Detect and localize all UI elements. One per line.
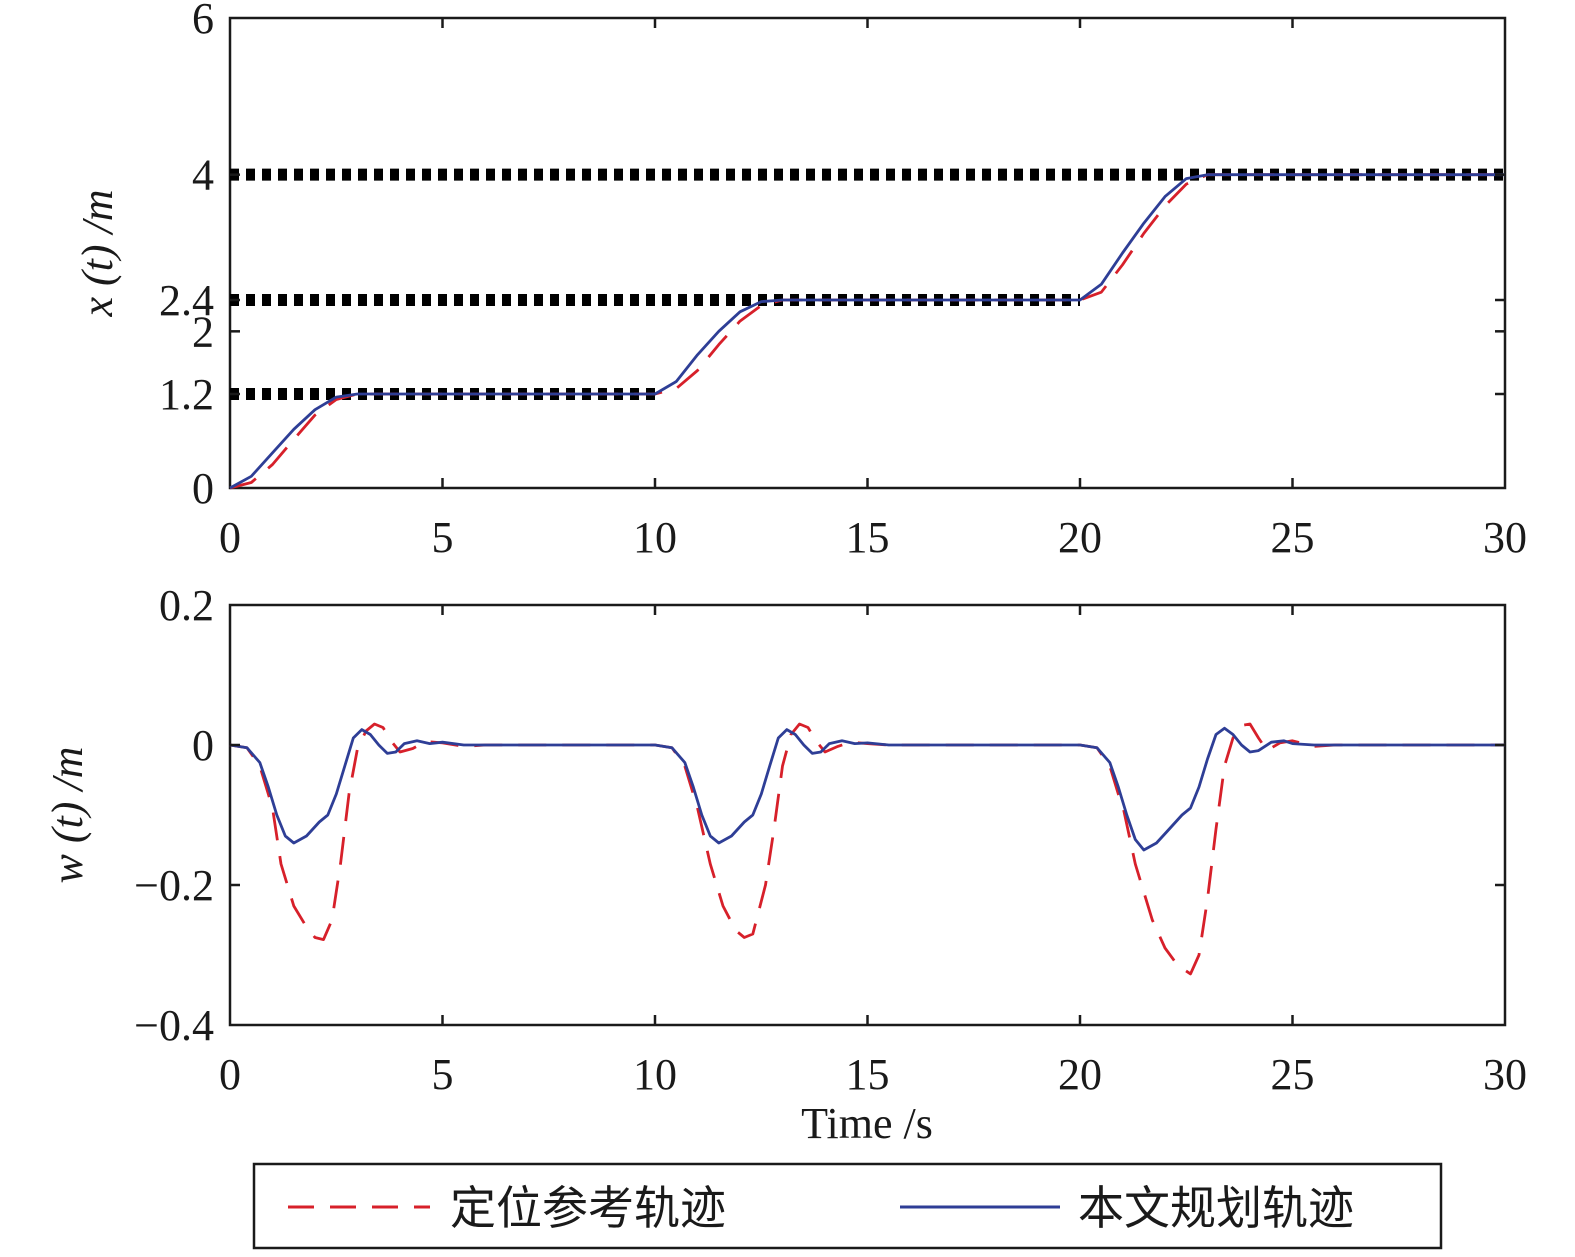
top-target-levels <box>230 168 1505 400</box>
reference-trajectory-line <box>229 722 1505 976</box>
planned-trajectory-line <box>229 173 1505 490</box>
top-x-ticks: 0 5 10 15 20 25 30 <box>219 18 1527 562</box>
top-plot-frame <box>228 16 1507 490</box>
x-tick-label: 30 <box>1483 513 1527 562</box>
y-tick-label: 0.2 <box>159 581 214 630</box>
x-tick-label: 10 <box>633 1050 677 1099</box>
y-tick-label: 2 <box>192 307 214 356</box>
top-y-ticks: 0 1.2 22.4 4 6 <box>159 0 1505 513</box>
top-y-axis-label: x (t) /m <box>73 189 122 317</box>
x-tick-label: 5 <box>432 1050 454 1099</box>
top-series-group <box>229 173 1505 490</box>
x-tick-label: 15 <box>846 513 890 562</box>
x-tick-label: 0 <box>219 513 241 562</box>
top-panel: 0 5 10 15 20 25 30 0 1.2 22.4 4 6 x (t) /m <box>73 0 1527 562</box>
x-tick-label: 0 <box>219 1050 241 1099</box>
bottom-x-ticks: 0 5 10 15 20 25 30 <box>219 605 1527 1099</box>
x-tick-label: 25 <box>1271 1050 1315 1099</box>
bottom-panel: 0 5 10 15 20 25 30 −0.4 −0.2 0 0.2 w (t) /m Time … <box>43 581 1527 1148</box>
y-tick-label: 4 <box>192 151 214 200</box>
planned-trajectory-line <box>229 726 1505 852</box>
y-tick-label: −0.2 <box>134 861 214 910</box>
y-tick-label: 0 <box>192 721 214 770</box>
bottom-y-axis-label: w (t) /m <box>43 747 92 884</box>
legend: 定位参考轨迹 本文规划轨迹 <box>252 1162 1443 1250</box>
y-tick-label: 6 <box>192 0 214 43</box>
bottom-plot-frame <box>228 603 1507 1027</box>
bottom-x-axis-label: Time /s <box>801 1099 933 1148</box>
y-tick-label: −0.4 <box>134 1001 214 1050</box>
x-tick-label: 20 <box>1058 1050 1102 1099</box>
x-tick-label: 25 <box>1271 513 1315 562</box>
bottom-series-group <box>229 722 1505 976</box>
legend-box <box>252 1162 1443 1250</box>
x-tick-label: 15 <box>846 1050 890 1099</box>
x-tick-label: 20 <box>1058 513 1102 562</box>
y-tick-label: 1.2 <box>159 370 214 419</box>
y-tick-label: 2.4 <box>159 276 214 325</box>
x-tick-label: 30 <box>1483 1050 1527 1099</box>
bottom-y-ticks: −0.4 −0.2 0 0.2 <box>134 581 1505 1050</box>
legend-planned-label: 本文规划轨迹 <box>1078 1183 1354 1234</box>
x-tick-label: 5 <box>432 513 454 562</box>
reference-trajectory-line <box>229 173 1505 490</box>
legend-reference-label: 定位参考轨迹 <box>450 1183 726 1234</box>
y-tick-label: 0 <box>192 464 214 513</box>
x-tick-label: 10 <box>633 513 677 562</box>
